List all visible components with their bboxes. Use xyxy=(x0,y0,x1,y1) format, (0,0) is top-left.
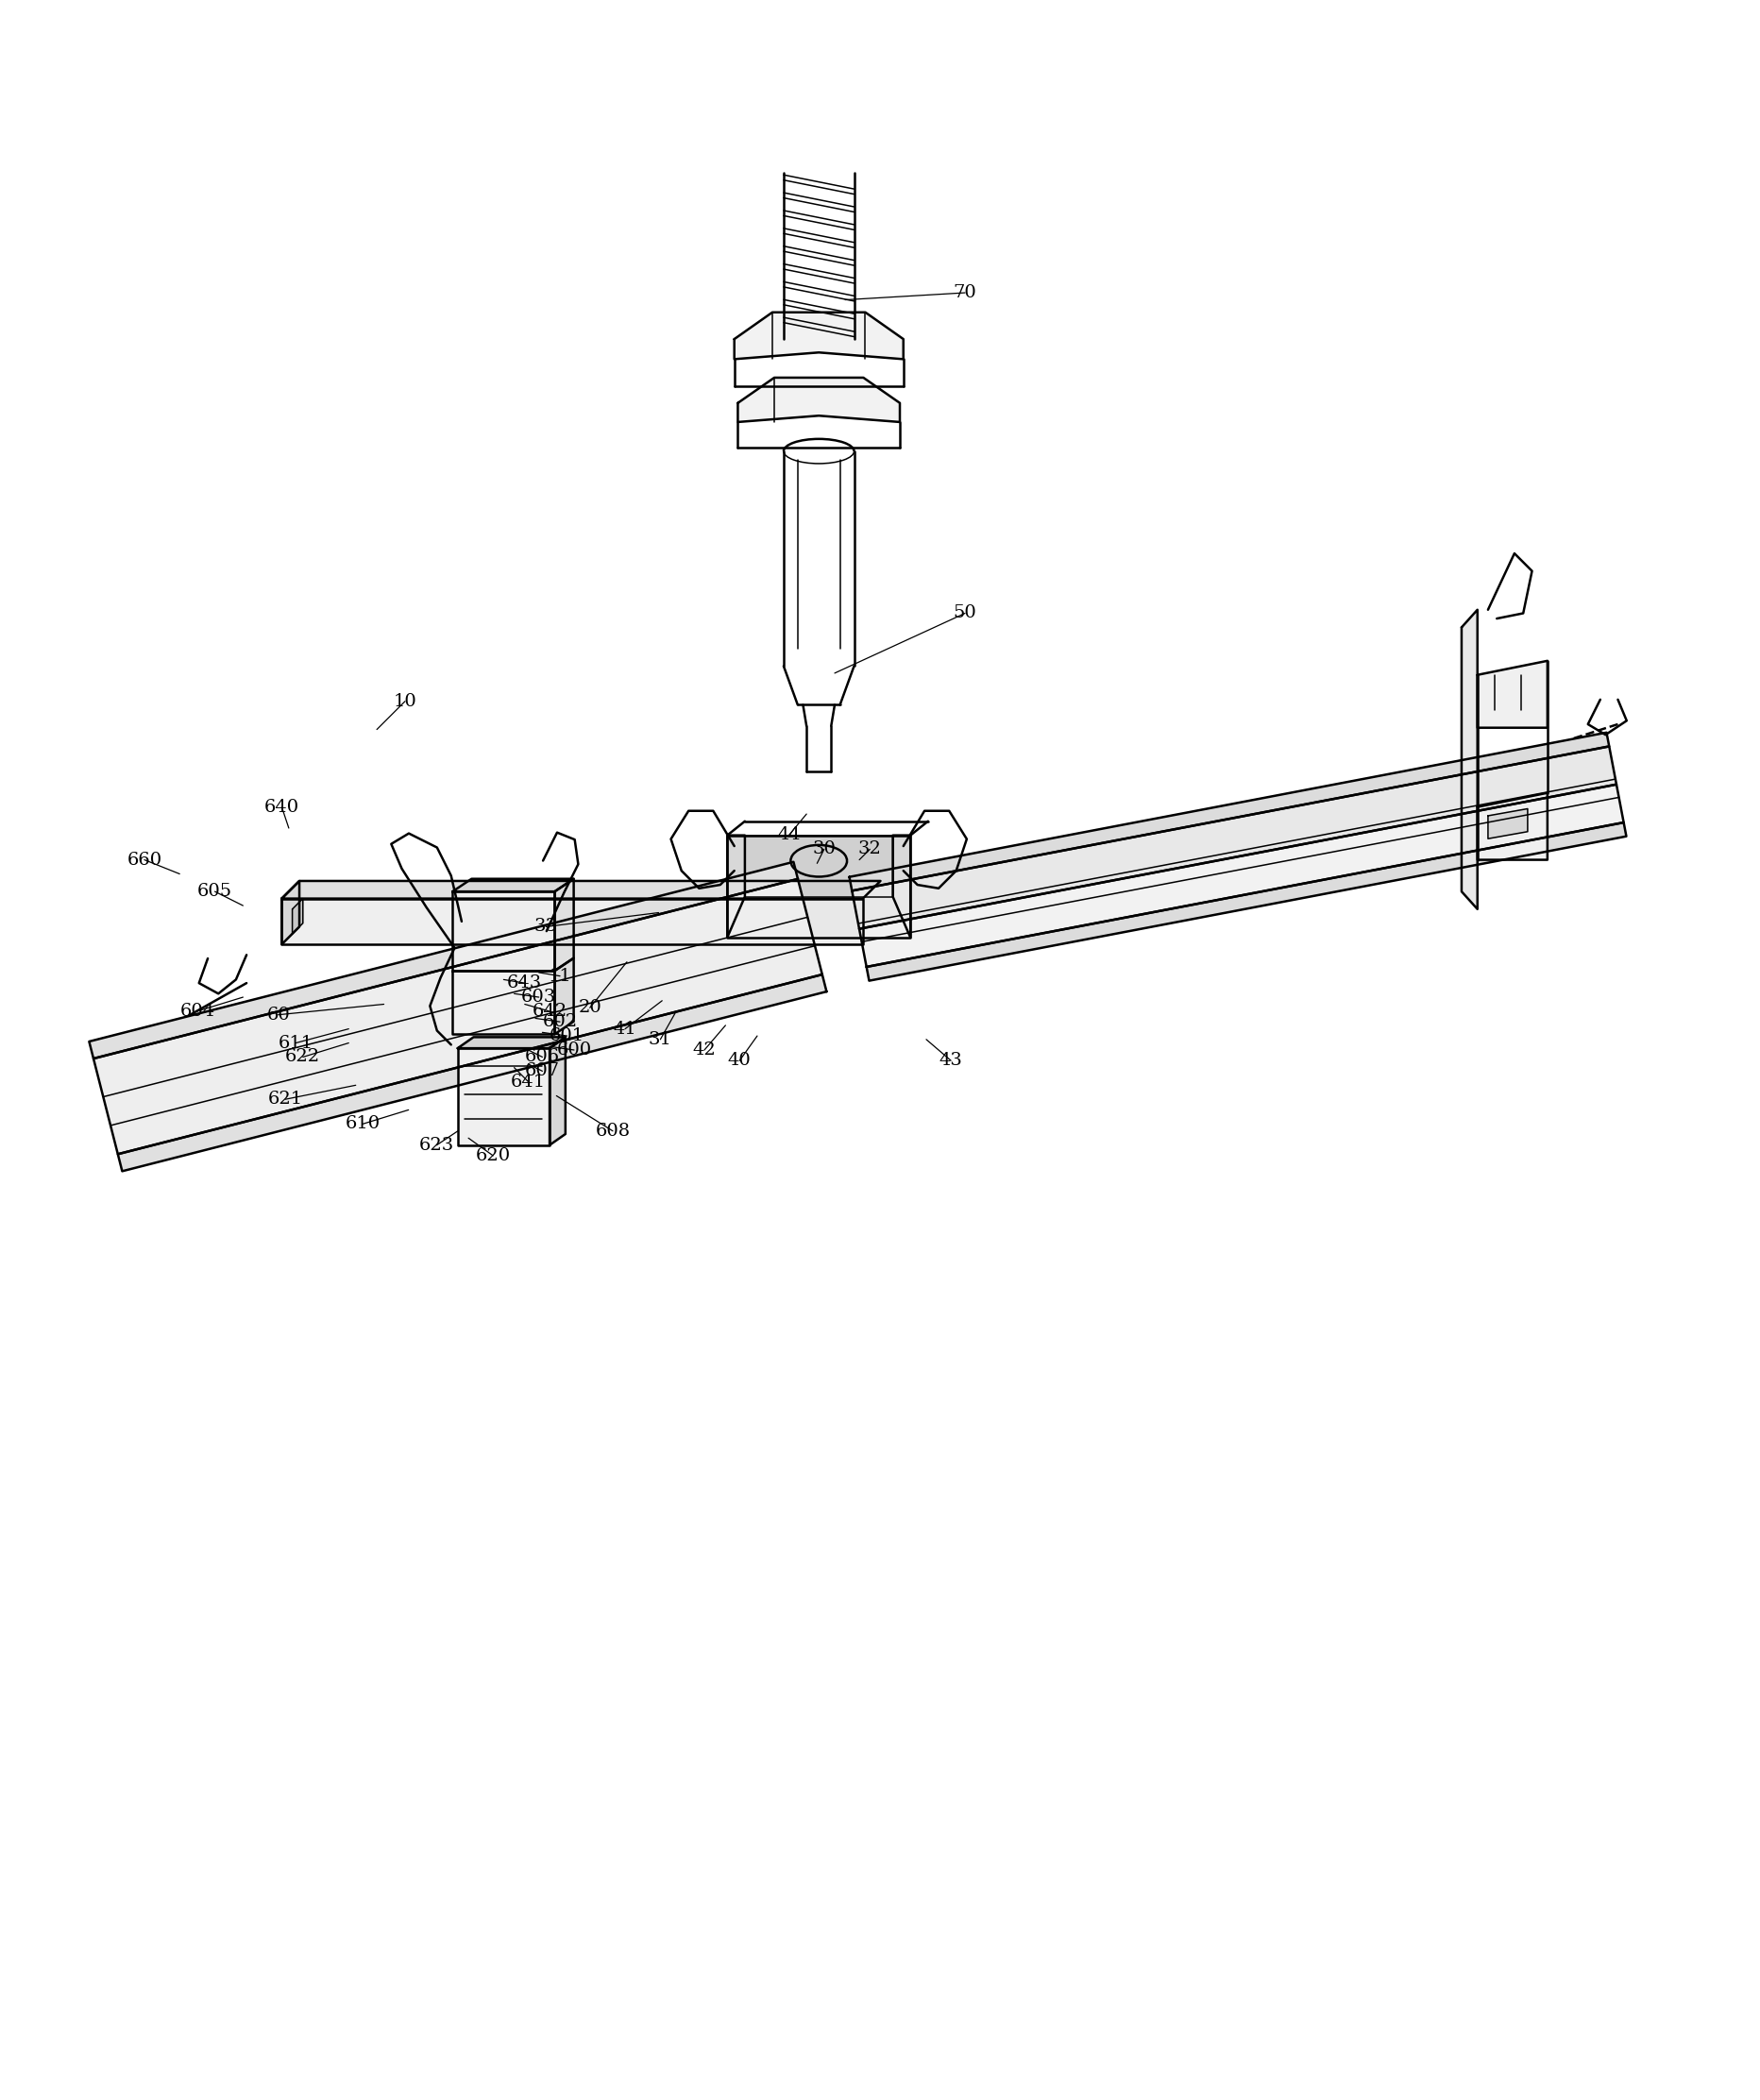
Polygon shape xyxy=(1461,609,1477,909)
Polygon shape xyxy=(458,1048,549,1145)
Text: 611: 611 xyxy=(278,1035,313,1052)
Polygon shape xyxy=(866,823,1626,981)
Text: 640: 640 xyxy=(264,798,299,815)
Polygon shape xyxy=(452,892,554,970)
Text: 50: 50 xyxy=(952,605,977,622)
Text: 643: 643 xyxy=(507,974,542,991)
Text: 43: 43 xyxy=(938,1052,963,1069)
Polygon shape xyxy=(282,899,862,945)
Text: 607: 607 xyxy=(524,1063,560,1079)
Polygon shape xyxy=(282,880,880,899)
Text: 642: 642 xyxy=(532,1004,567,1021)
Text: 41: 41 xyxy=(612,1021,637,1037)
Text: 33: 33 xyxy=(533,918,558,935)
Text: 70: 70 xyxy=(952,284,977,300)
Text: 610: 610 xyxy=(345,1115,380,1132)
Text: 641: 641 xyxy=(510,1073,546,1090)
Text: 620: 620 xyxy=(475,1147,510,1163)
Polygon shape xyxy=(452,878,574,892)
Text: 605: 605 xyxy=(197,882,232,901)
Polygon shape xyxy=(452,970,554,1033)
Polygon shape xyxy=(282,880,299,945)
Text: 32: 32 xyxy=(857,840,882,857)
Text: 602: 602 xyxy=(542,1014,577,1031)
Text: 601: 601 xyxy=(549,1027,584,1044)
Text: 11: 11 xyxy=(547,968,572,985)
Polygon shape xyxy=(549,1037,565,1145)
Text: 623: 623 xyxy=(419,1136,454,1153)
Polygon shape xyxy=(90,861,797,1058)
Polygon shape xyxy=(1477,794,1547,859)
Text: 40: 40 xyxy=(727,1052,752,1069)
Text: 60: 60 xyxy=(266,1006,290,1023)
Polygon shape xyxy=(734,313,903,359)
Text: 604: 604 xyxy=(180,1004,215,1021)
Text: 606: 606 xyxy=(524,1048,560,1065)
Polygon shape xyxy=(118,974,825,1172)
Polygon shape xyxy=(458,1037,565,1048)
Polygon shape xyxy=(292,899,303,934)
Text: 622: 622 xyxy=(285,1048,320,1065)
Polygon shape xyxy=(892,836,910,937)
Text: 621: 621 xyxy=(268,1090,303,1109)
Text: 30: 30 xyxy=(811,840,836,857)
Text: 600: 600 xyxy=(556,1042,591,1058)
Text: 603: 603 xyxy=(521,989,556,1006)
Polygon shape xyxy=(93,880,822,1155)
Polygon shape xyxy=(852,746,1616,928)
Text: 31: 31 xyxy=(648,1031,672,1048)
Polygon shape xyxy=(737,378,899,422)
Text: 44: 44 xyxy=(776,827,801,844)
Polygon shape xyxy=(554,878,574,970)
Polygon shape xyxy=(1477,662,1547,729)
Text: 10: 10 xyxy=(392,693,417,710)
Polygon shape xyxy=(727,836,744,937)
Polygon shape xyxy=(1487,808,1526,838)
Polygon shape xyxy=(848,733,1609,890)
Text: 20: 20 xyxy=(577,1000,602,1016)
Polygon shape xyxy=(727,836,910,937)
Polygon shape xyxy=(554,958,574,1033)
Polygon shape xyxy=(744,836,892,897)
Text: 42: 42 xyxy=(692,1042,716,1058)
Polygon shape xyxy=(859,785,1623,966)
Text: 660: 660 xyxy=(127,850,162,867)
Text: 608: 608 xyxy=(595,1124,630,1140)
